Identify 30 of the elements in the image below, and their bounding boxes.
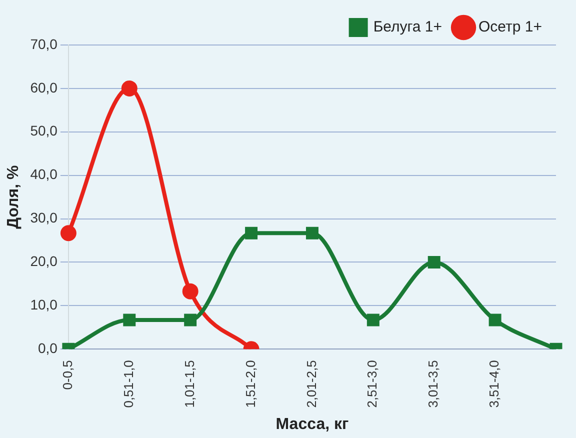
point xyxy=(488,314,502,326)
x-tick-label: 0,51-1,0 xyxy=(120,360,136,408)
point xyxy=(121,80,138,96)
y-axis-title: Доля, % xyxy=(5,165,22,229)
y-tick-label: 40,0 xyxy=(30,166,58,182)
x-tick-label: 2,51-3,0 xyxy=(364,360,380,408)
point xyxy=(184,314,197,326)
y-tick-label: 20,0 xyxy=(30,253,58,270)
y-tick-label: 70,0 xyxy=(30,36,58,52)
y-tick-label: 0,0 xyxy=(38,340,58,356)
y-tick-label: 60,0 xyxy=(30,79,58,96)
x-tick-label: 1,01-1,5 xyxy=(182,360,197,408)
point xyxy=(245,226,258,240)
y-tick-label: 30,0 xyxy=(30,210,58,226)
y-tick-label: 50,0 xyxy=(30,122,58,139)
x-axis-title: Масса, кг xyxy=(276,416,349,433)
point xyxy=(123,314,136,326)
point xyxy=(366,314,380,326)
point xyxy=(182,283,198,300)
x-tick-label: 3,01-3,5 xyxy=(426,360,441,408)
x-tick-label: 0-0,5 xyxy=(60,360,76,390)
y-tick-label: 10,0 xyxy=(30,296,58,313)
x-tick-label: 1,51-2,0 xyxy=(242,360,258,408)
legend-label: Белуга 1+ xyxy=(373,18,442,36)
point xyxy=(428,256,440,268)
point xyxy=(306,226,318,240)
point xyxy=(60,225,76,242)
legend-label: Осетр 1+ xyxy=(478,18,542,36)
x-tick-label: 3,51-4,0 xyxy=(486,360,502,408)
x-tick-label: 2,01-2,5 xyxy=(304,360,319,408)
